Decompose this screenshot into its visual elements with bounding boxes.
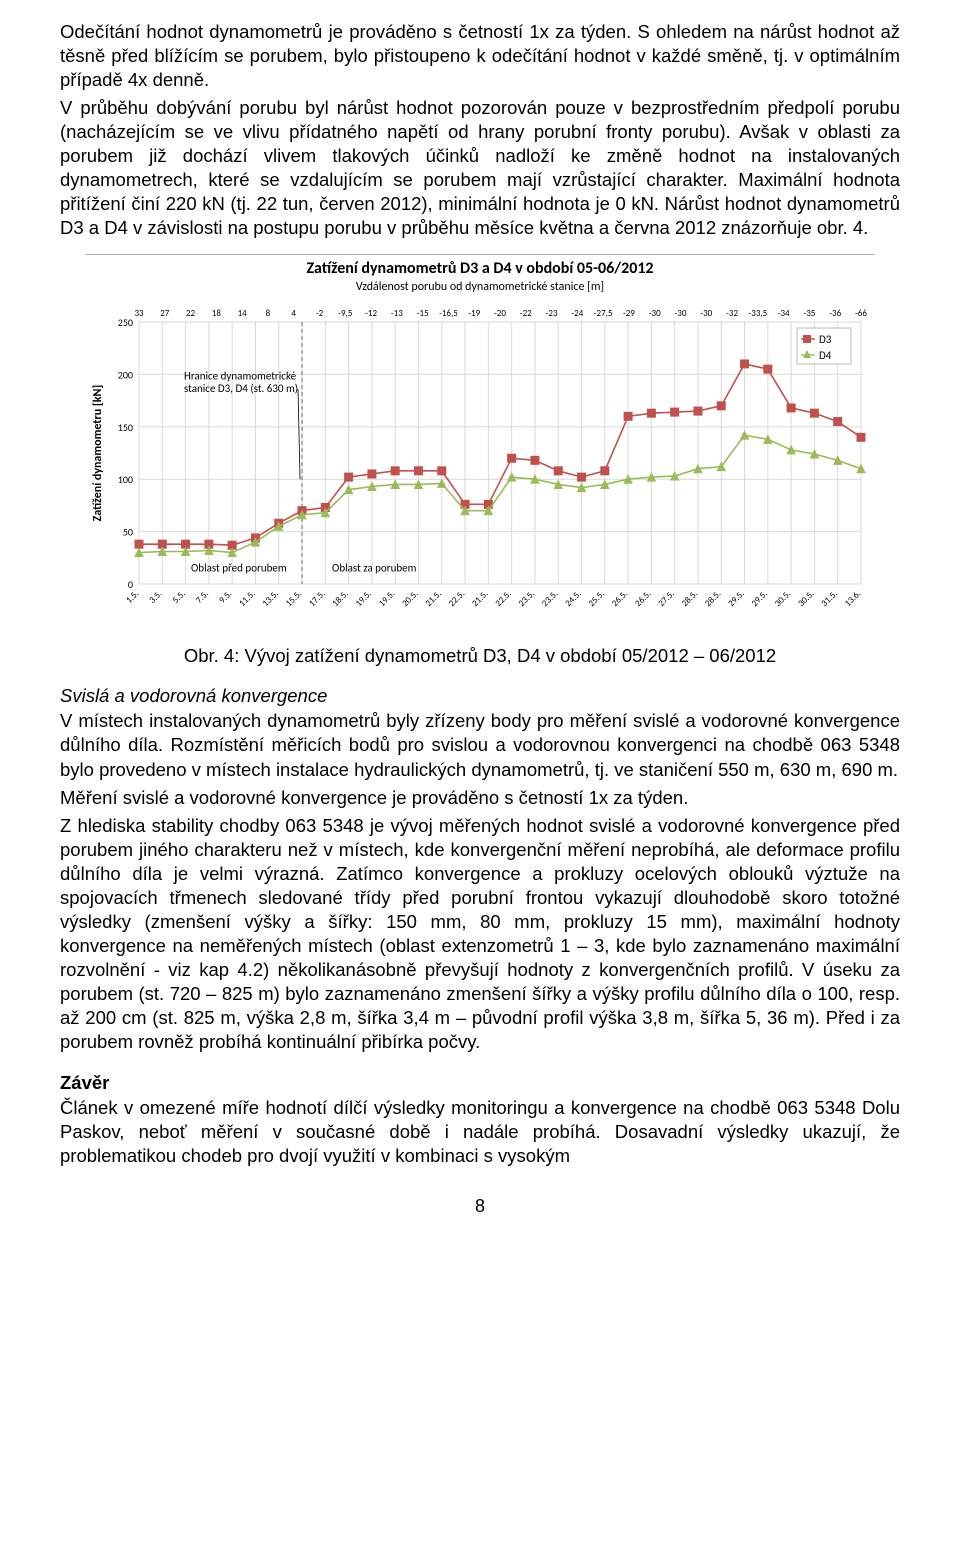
svg-text:5.5.: 5.5. <box>170 589 187 606</box>
svg-text:23.5.: 23.5. <box>516 589 537 610</box>
svg-text:4: 4 <box>291 308 296 319</box>
svg-text:-30: -30 <box>675 308 687 319</box>
svg-text:22.5.: 22.5. <box>447 589 468 610</box>
svg-text:-32: -32 <box>726 308 738 319</box>
svg-text:-35: -35 <box>803 308 815 319</box>
svg-text:29.5.: 29.5. <box>726 589 747 610</box>
svg-text:33: 33 <box>134 308 144 319</box>
svg-text:31.5.: 31.5. <box>819 589 840 610</box>
paragraph-2: V průběhu dobývání porubu byl nárůst hod… <box>60 96 900 240</box>
svg-text:-29: -29 <box>623 308 635 319</box>
svg-text:13.5.: 13.5. <box>260 589 281 610</box>
svg-text:Oblast za porubem: Oblast za porubem <box>332 562 417 575</box>
svg-text:-36: -36 <box>829 308 841 319</box>
svg-text:100: 100 <box>118 474 133 487</box>
svg-text:1.5.: 1.5. <box>124 589 141 606</box>
svg-text:27: 27 <box>160 308 170 319</box>
svg-text:21.5.: 21.5. <box>423 589 444 610</box>
svg-text:30.5.: 30.5. <box>796 589 817 610</box>
svg-text:15.5.: 15.5. <box>283 589 304 610</box>
svg-text:19.5.: 19.5. <box>353 589 374 610</box>
svg-text:27.5.: 27.5. <box>656 589 677 610</box>
svg-text:7.5.: 7.5. <box>194 589 211 606</box>
figure-4: Zatížení dynamometrů D3 a D4 v období 05… <box>85 254 875 639</box>
chart-subtitle: Vzdálenost porubu od dynamometrické stan… <box>85 280 875 294</box>
svg-text:Zatížení dynamometru [kN]: Zatížení dynamometru [kN] <box>91 385 105 522</box>
paragraph-3: V místech instalovaných dynamometrů byly… <box>60 709 900 781</box>
svg-text:30.5.: 30.5. <box>773 589 794 610</box>
svg-text:-66: -66 <box>855 308 867 319</box>
svg-text:-15: -15 <box>417 308 429 319</box>
svg-text:20.5.: 20.5. <box>400 589 421 610</box>
svg-text:14: 14 <box>238 308 248 319</box>
svg-text:9.5.: 9.5. <box>217 589 234 606</box>
svg-text:3.5.: 3.5. <box>147 589 164 606</box>
svg-text:-9,5: -9,5 <box>338 308 353 319</box>
svg-text:200: 200 <box>118 369 133 382</box>
svg-text:50: 50 <box>123 526 133 539</box>
svg-text:-22: -22 <box>520 308 532 319</box>
section-conclusion-title: Závěr <box>60 1072 900 1094</box>
svg-text:8: 8 <box>266 308 271 319</box>
svg-text:-33,5: -33,5 <box>749 308 768 319</box>
svg-text:19.5.: 19.5. <box>377 589 398 610</box>
svg-text:-20: -20 <box>494 308 506 319</box>
svg-text:-34: -34 <box>778 308 790 319</box>
svg-text:-2: -2 <box>316 308 324 319</box>
svg-text:22: 22 <box>186 308 196 319</box>
paragraph-6: Článek v omezené míře hodnotí dílčí výsl… <box>60 1096 900 1168</box>
svg-text:-12: -12 <box>365 308 377 319</box>
svg-text:21.5.: 21.5. <box>470 589 491 610</box>
svg-text:D4: D4 <box>819 349 832 362</box>
svg-text:Hranice dynamometrické: Hranice dynamometrické <box>184 370 297 383</box>
svg-text:24.5.: 24.5. <box>563 589 584 610</box>
svg-text:-30: -30 <box>649 308 661 319</box>
svg-text:26.5.: 26.5. <box>633 589 654 610</box>
svg-text:Oblast před porubem: Oblast před porubem <box>191 562 287 575</box>
svg-text:26.5.: 26.5. <box>610 589 631 610</box>
paragraph-5: Z hlediska stability chodby 063 5348 je … <box>60 814 900 1054</box>
chart-title: Zatížení dynamometrů D3 a D4 v období 05… <box>85 259 875 278</box>
svg-text:11.5.: 11.5. <box>237 589 258 610</box>
svg-text:28.5.: 28.5. <box>703 589 724 610</box>
chart-plot: 050100150200250Zatížení dynamometru [kN]… <box>85 294 875 634</box>
paragraph-1: Odečítání hodnot dynamometrů je prováděn… <box>60 20 900 92</box>
svg-text:18: 18 <box>212 308 222 319</box>
svg-text:stanice D3, D4 (st. 630 m): stanice D3, D4 (st. 630 m) <box>184 383 298 396</box>
figure-caption: Obr. 4: Vývoj zatížení dynamometrů D3, D… <box>60 645 900 667</box>
svg-text:-30: -30 <box>700 308 712 319</box>
svg-text:-23: -23 <box>546 308 558 319</box>
svg-text:13.6.: 13.6. <box>842 589 863 610</box>
svg-text:D3: D3 <box>819 333 832 346</box>
svg-text:22.5.: 22.5. <box>493 589 514 610</box>
page-number: 8 <box>60 1196 900 1217</box>
paragraph-4: Měření svislé a vodorovné konvergence je… <box>60 786 900 810</box>
svg-text:250: 250 <box>118 316 133 329</box>
svg-text:29.5.: 29.5. <box>749 589 770 610</box>
section-convergence-title: Svislá a vodorovná konvergence <box>60 685 900 707</box>
svg-text:17.5.: 17.5. <box>307 589 328 610</box>
svg-text:-27,5: -27,5 <box>594 308 613 319</box>
svg-text:25.5.: 25.5. <box>586 589 607 610</box>
svg-text:-13: -13 <box>391 308 403 319</box>
svg-text:18.5.: 18.5. <box>330 589 351 610</box>
svg-text:28.5.: 28.5. <box>679 589 700 610</box>
svg-text:-16,5: -16,5 <box>439 308 458 319</box>
svg-text:150: 150 <box>118 421 133 434</box>
svg-text:-19: -19 <box>468 308 480 319</box>
svg-text:-24: -24 <box>571 308 583 319</box>
svg-text:23.5.: 23.5. <box>540 589 561 610</box>
